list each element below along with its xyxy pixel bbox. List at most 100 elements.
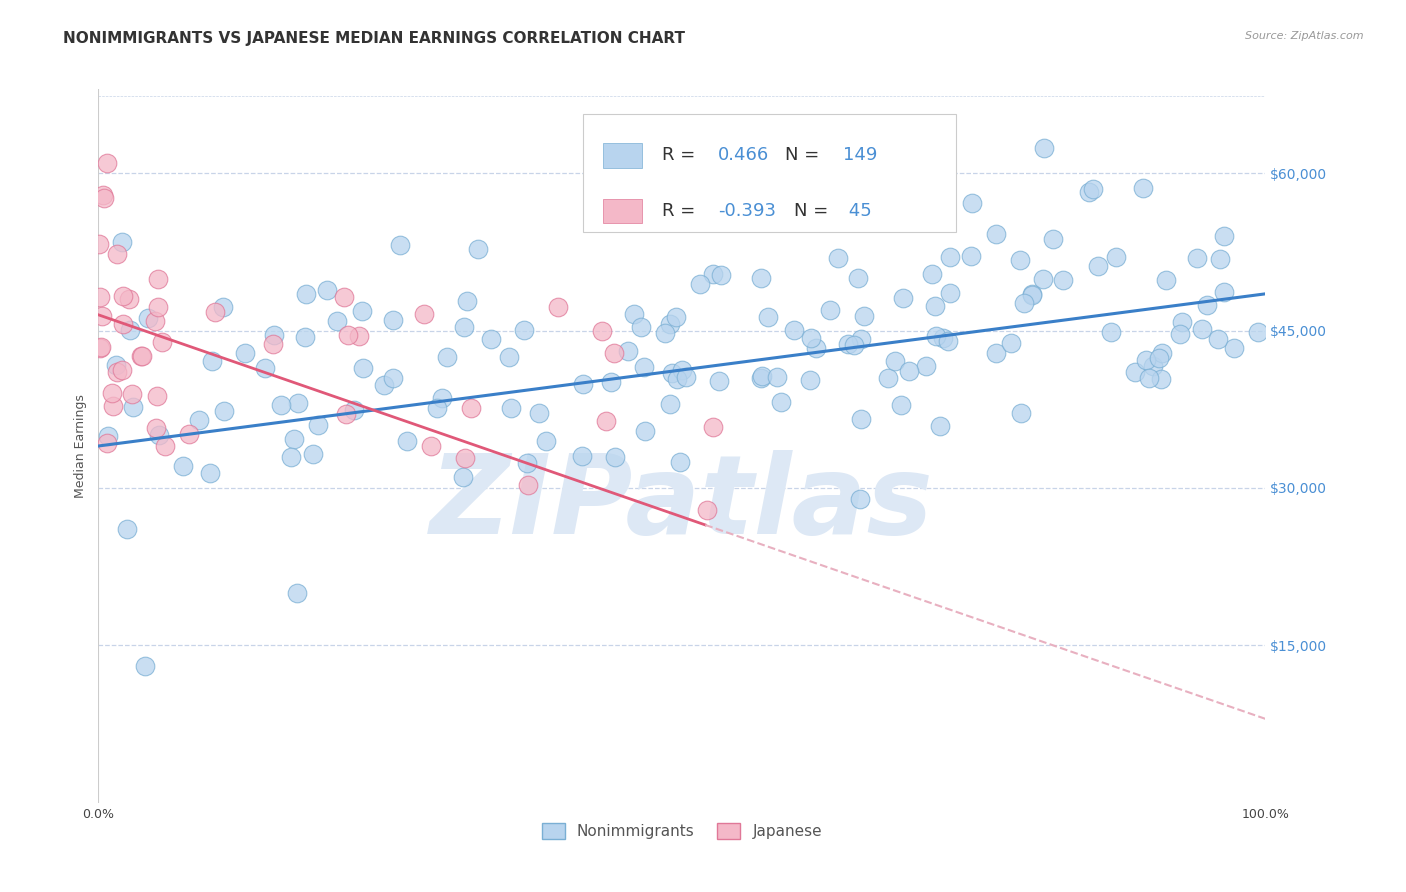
Point [148, 428, 170, 442]
Point [849, 412, 872, 426]
Point [689, 277, 711, 292]
Point [806, 341, 828, 355]
Point [633, 360, 655, 375]
Point [131, 349, 153, 363]
Point [849, 333, 872, 347]
Point [91, 309, 114, 323]
Text: -0.393: -0.393 [718, 202, 776, 219]
Point [572, 377, 595, 392]
Point [343, 403, 366, 417]
Point [105, 358, 128, 372]
Point [915, 359, 938, 374]
Point [1170, 315, 1192, 329]
Point [148, 272, 170, 286]
Point [382, 371, 405, 385]
Text: N =: N = [785, 146, 824, 164]
Point [756, 310, 779, 324]
Point [853, 310, 876, 324]
Point [595, 414, 617, 428]
Point [799, 373, 821, 387]
Point [710, 268, 733, 283]
FancyBboxPatch shape [603, 144, 643, 168]
Point [984, 346, 1007, 360]
Point [413, 307, 436, 321]
Point [749, 271, 772, 285]
Point [1142, 359, 1164, 373]
Point [1247, 325, 1270, 339]
Point [766, 370, 789, 384]
Point [827, 252, 849, 266]
Point [818, 303, 841, 318]
Point [91, 188, 114, 202]
Point [212, 404, 235, 418]
Point [1156, 273, 1178, 287]
Point [111, 235, 134, 250]
Point [96, 436, 118, 450]
Point [1195, 298, 1218, 312]
Point [337, 327, 360, 342]
Point [800, 331, 823, 345]
Point [837, 337, 859, 351]
Text: 149: 149 [844, 146, 877, 164]
Text: NONIMMIGRANTS VS JAPANESE MEDIAN EARNINGS CORRELATION CHART: NONIMMIGRANTS VS JAPANESE MEDIAN EARNING… [63, 31, 685, 46]
Point [302, 447, 325, 461]
Point [1032, 141, 1054, 155]
Point [600, 375, 623, 389]
Point [115, 522, 138, 536]
Point [499, 401, 522, 416]
Y-axis label: Median Earnings: Median Earnings [75, 394, 87, 498]
Point [87, 236, 110, 251]
Legend: Nonimmigrants, Japanese: Nonimmigrants, Japanese [536, 817, 828, 845]
Point [890, 398, 912, 412]
Point [97, 429, 120, 443]
Point [516, 456, 538, 470]
Text: 0.466: 0.466 [718, 146, 769, 164]
Point [117, 292, 139, 306]
Point [134, 659, 156, 673]
Point [630, 319, 652, 334]
Point [783, 322, 806, 336]
Point [1208, 332, 1230, 346]
Point [93, 191, 115, 205]
Point [1077, 185, 1099, 199]
Point [326, 313, 349, 327]
Point [671, 363, 693, 377]
Point [846, 270, 869, 285]
Point [1209, 252, 1232, 267]
Point [101, 386, 124, 401]
Point [121, 387, 143, 401]
Point [513, 323, 536, 337]
Point [129, 349, 152, 363]
Point [1000, 335, 1022, 350]
Point [675, 370, 697, 384]
Point [960, 249, 983, 263]
Point [921, 268, 943, 282]
Point [897, 363, 920, 377]
Point [686, 154, 709, 169]
Point [984, 227, 1007, 241]
Point [1010, 406, 1032, 420]
Point [928, 418, 950, 433]
Text: 45: 45 [844, 202, 872, 219]
Point [782, 161, 804, 175]
Point [848, 492, 870, 507]
Point [101, 399, 124, 413]
Point [751, 369, 773, 384]
Point [352, 361, 374, 376]
Point [571, 449, 593, 463]
Point [89, 341, 111, 355]
Point [287, 396, 309, 410]
Point [307, 418, 329, 433]
Point [654, 326, 676, 340]
Point [547, 300, 569, 314]
Point [842, 338, 865, 352]
Point [105, 246, 128, 260]
Point [1105, 250, 1128, 264]
Point [623, 307, 645, 321]
Text: ZIPatlas: ZIPatlas [430, 450, 934, 557]
Point [883, 353, 905, 368]
Point [285, 586, 308, 600]
Point [1191, 322, 1213, 336]
Point [111, 363, 134, 377]
Point [453, 320, 475, 334]
